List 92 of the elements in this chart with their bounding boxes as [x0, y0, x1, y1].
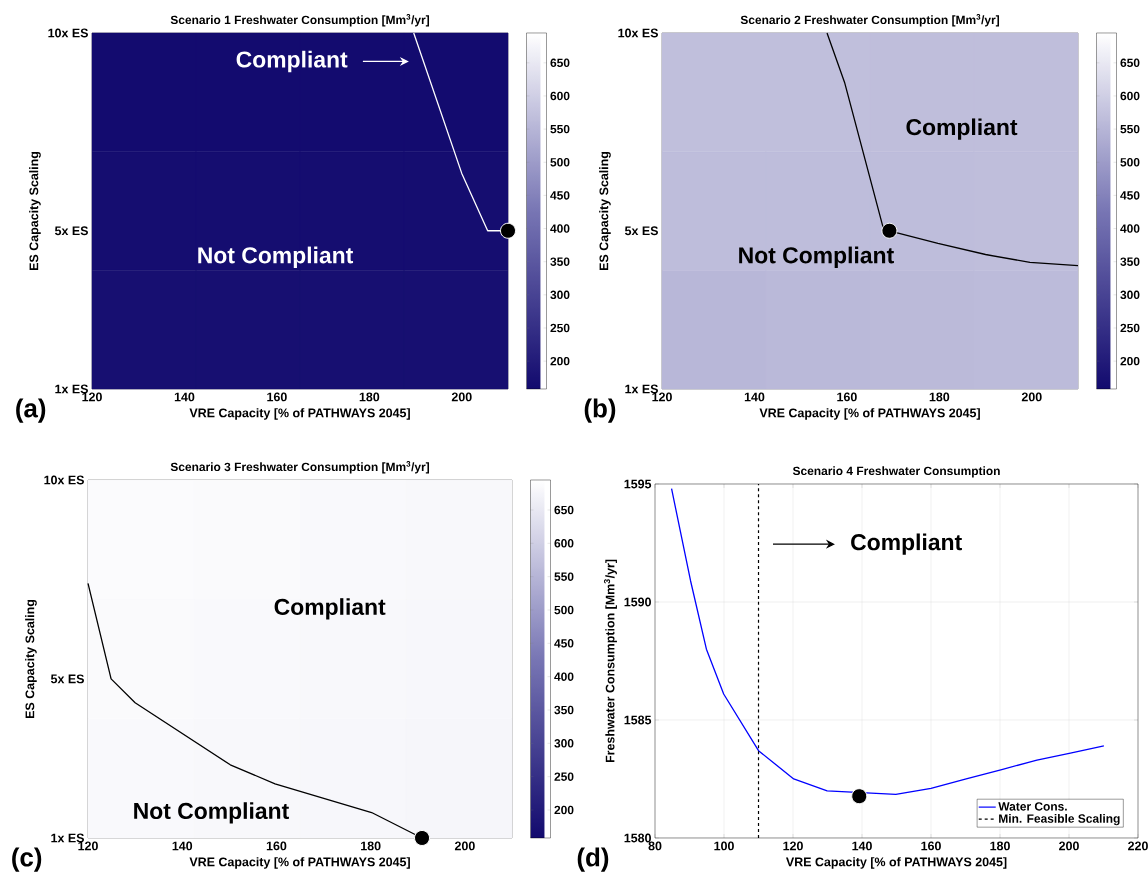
y-tick-label: 10x ES	[44, 475, 84, 485]
color-bar-label: 600	[550, 91, 570, 101]
color-bar-label: 650	[550, 58, 570, 68]
color-bar-label: 500	[550, 158, 570, 167]
annotation: Compliant	[851, 533, 962, 555]
chart-title: Scenario 4 Freshwater Consumption	[792, 466, 1000, 478]
y-axis-title: ES Capacity Scaling	[599, 151, 611, 271]
y-tick-label: 10x ES	[618, 28, 658, 38]
x-axis-title: VRE Capacity [% of PATHWAYS 2045]	[189, 857, 410, 869]
color-bar-label: 650	[1120, 58, 1140, 68]
x-tick-label: 100	[714, 841, 734, 851]
annotation: Compliant	[236, 50, 348, 73]
legend-label: Water Cons.	[998, 802, 1067, 811]
x-tick-label: 140	[744, 392, 765, 402]
text: (b)	[584, 398, 616, 423]
annotation: Compliant	[274, 598, 386, 620]
x-tick-label: 180	[359, 392, 380, 402]
x-tick-label: 120	[82, 392, 102, 402]
color-bar-label: 200	[550, 356, 570, 366]
x-tick-label: 180	[361, 841, 381, 851]
line-series	[670, 488, 1105, 795]
annotation: Not Compliant	[198, 246, 354, 268]
x-tick-label: 140	[174, 392, 195, 402]
x-tick-label: 140	[852, 841, 872, 851]
color-bar-label: 350	[550, 257, 570, 266]
text: (d)	[577, 847, 609, 872]
annotation: Not Compliant	[134, 802, 289, 824]
annotation: Not Compliant	[739, 246, 894, 268]
y-tick-label: 5x ES	[54, 226, 88, 236]
color-bar-label: 350	[554, 705, 574, 715]
x-tick-label: 160	[921, 841, 941, 851]
x-axis-title: VRE Capacity [% of PATHWAYS 2045]	[785, 857, 1007, 869]
y-tick-label: 1590	[624, 597, 651, 607]
color-bar-label: 450	[554, 639, 574, 648]
color-bar-label: 400	[1120, 224, 1140, 233]
x-tick-label: 140	[172, 841, 193, 851]
x-tick-label: 180	[990, 841, 1010, 851]
x-tick-label: 200	[1059, 841, 1079, 851]
color-bar-label: 650	[554, 505, 574, 515]
y-axis-title: ES Capacity Scaling	[25, 599, 37, 719]
color-bar-label: 200	[554, 805, 574, 815]
color-bar-label: 250	[1120, 323, 1140, 333]
x-tick-label: 200	[1021, 392, 1042, 402]
x-tick-label: 160	[266, 841, 287, 851]
chart-title: Scenario 3 Freshwater Consumption [Mm$^{3}$/yr]	[170, 461, 430, 474]
x-tick-label: 120	[652, 392, 672, 402]
text: (c)	[12, 847, 42, 872]
color-bar-label: 450	[1120, 191, 1140, 200]
chart-title: Scenario 2 Freshwater Consumption [Mm$^{3}$/yr]	[740, 14, 1000, 27]
color-bar-label: 200	[1120, 356, 1140, 366]
color-bar-label: 250	[550, 323, 570, 333]
color-bar-label: 550	[554, 572, 574, 581]
color-bar-label: 300	[550, 290, 570, 300]
y-axis-title: Freshwater Consumption [Mm$^{3}$/yr]	[603, 559, 617, 763]
y-tick-label: 1595	[624, 479, 652, 489]
color-bar-label: 400	[550, 224, 570, 233]
y-tick-label: 1585	[624, 715, 652, 725]
x-tick-label: 120	[783, 841, 803, 851]
y-axis-title: ES Capacity Scaling	[29, 151, 41, 271]
color-bar-label: 250	[554, 772, 574, 781]
chart-title: Scenario 1 Freshwater Consumption [Mm$^{3}$/yr]	[170, 14, 430, 27]
annotation: Compliant	[906, 118, 1018, 140]
x-axis-title: VRE Capacity [% of PATHWAYS 2045]	[189, 408, 410, 420]
x-tick-label: 80	[648, 841, 662, 851]
text: (a)	[16, 398, 46, 423]
y-tick-label: 1x ES	[51, 833, 84, 843]
y-tick-label: 5x ES	[624, 226, 658, 236]
color-bar-label: 600	[554, 539, 574, 548]
color-bar-label: 550	[550, 124, 570, 134]
color-bar-label: 500	[554, 605, 574, 615]
color-bar-label: 500	[1120, 158, 1140, 167]
ref-line-label: Min. Feasible Scaling	[999, 814, 1120, 826]
x-tick-label: 200	[451, 392, 472, 402]
y-tick-label: 1x ES	[55, 384, 88, 394]
x-tick-label: 220	[1128, 841, 1148, 851]
x-tick-label: 120	[78, 841, 98, 851]
color-bar-label: 600	[1120, 91, 1140, 101]
y-tick-label: 5x ES	[50, 674, 84, 684]
color-bar-label: 300	[1120, 290, 1140, 300]
color-bar-label: 550	[1120, 124, 1140, 134]
color-bar-label: 300	[554, 739, 574, 748]
x-axis-title: VRE Capacity [% of PATHWAYS 2045]	[759, 408, 980, 420]
x-tick-label: 180	[929, 392, 950, 402]
color-bar-label: 450	[550, 191, 570, 200]
color-bar-label: 400	[554, 672, 574, 681]
y-tick-label: 10x ES	[48, 28, 88, 38]
color-bar-label: 350	[1120, 257, 1140, 266]
y-tick-label: 1580	[624, 833, 651, 843]
x-tick-label: 160	[837, 392, 857, 402]
x-tick-label: 160	[267, 392, 287, 402]
x-tick-label: 200	[454, 841, 475, 851]
y-tick-label: 1x ES	[625, 384, 658, 394]
